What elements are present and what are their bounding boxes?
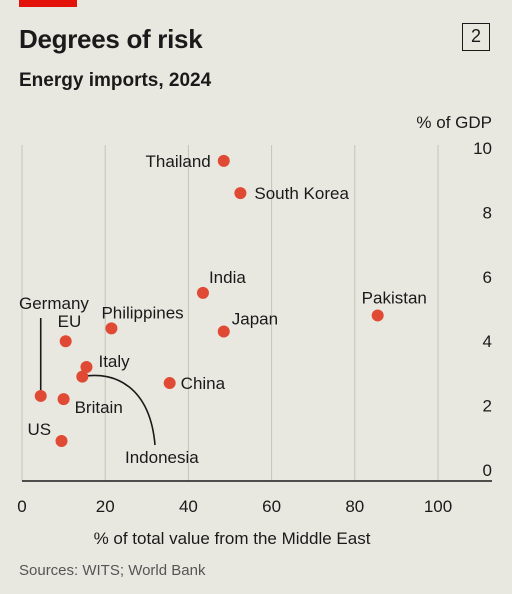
point-south-korea [234,187,247,200]
source-note: Sources: WITS; World Bank [19,562,206,579]
point-label: Britain [75,398,123,417]
chart-subtitle: Energy imports, 2024 [19,70,212,91]
x-tick-label: 0 [17,497,26,516]
point-label: India [209,268,246,287]
y-tick-label: 4 [483,332,492,351]
y-axis-label: % of GDP [416,113,492,132]
point-label: Philippines [101,303,183,322]
point-label: Japan [232,310,278,329]
point-label: South Korea [254,184,349,203]
point-indonesia [76,370,89,383]
point-label: Germany [19,294,89,313]
x-tick-label: 40 [179,497,198,516]
x-axis-label: % of total value from the Middle East [94,529,371,548]
point-philippines [105,322,118,335]
x-tick-label: 80 [345,497,364,516]
x-tick-label: 20 [96,497,115,516]
point-label: China [181,374,226,393]
chart-title: Degrees of risk [19,24,203,54]
point-china [163,377,176,390]
y-tick-label: 10 [473,139,492,158]
x-tick-label: 60 [262,497,281,516]
point-label: Indonesia [125,448,199,467]
point-thailand [217,154,230,167]
chart-number-badge: 2 [462,23,490,51]
y-tick-label: 6 [483,268,492,287]
point-us [55,435,68,448]
accent-bar [19,0,77,7]
point-label: Thailand [146,152,211,171]
point-japan [217,325,230,338]
y-tick-label: 2 [483,397,492,416]
point-india [196,286,209,299]
point-label: Pakistan [362,288,427,307]
point-italy [80,360,93,373]
point-pakistan [371,309,384,322]
point-label: Italy [98,352,130,371]
point-britain [57,393,70,406]
indonesia-leader-line [82,374,156,446]
x-tick-label: 100 [424,497,452,516]
point-label: US [28,420,52,439]
y-tick-label: 0 [483,461,492,480]
point-germany [34,389,47,402]
point-eu [59,335,72,348]
y-tick-label: 8 [483,203,492,222]
point-label: EU [58,312,82,331]
